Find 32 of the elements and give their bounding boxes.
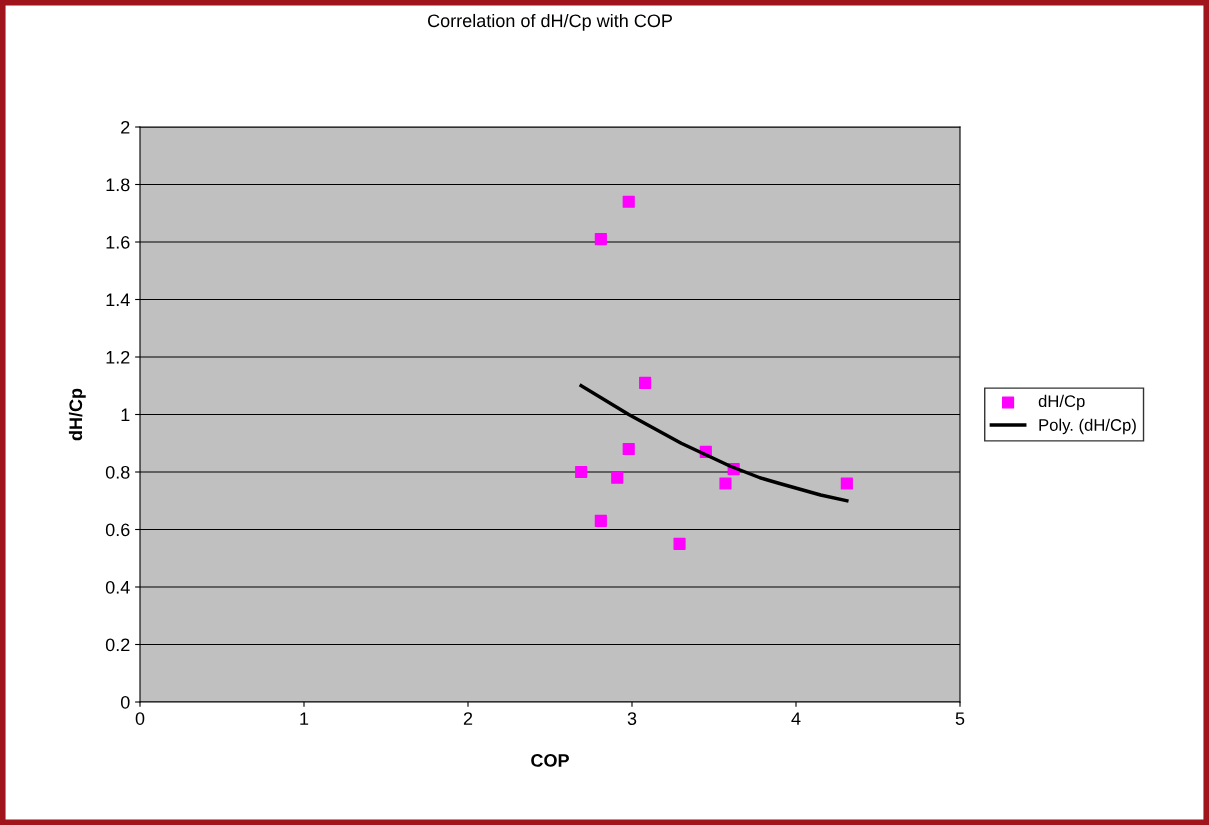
y-tick-label: 0 [120, 695, 130, 709]
point [594, 514, 607, 527]
point [575, 465, 588, 479]
chart-title: Correlation of dH/Cp with COP [428, 13, 672, 31]
y-tick-label: 1 [121, 408, 130, 422]
point [594, 233, 607, 246]
x-tick-label: 3 [627, 712, 637, 725]
point [622, 442, 635, 456]
point [622, 195, 635, 208]
point [719, 477, 732, 490]
y-tick-label: 0.6 [105, 523, 130, 537]
x-tick-label: 1 [300, 712, 309, 725]
legend-label: Poly. (dH/Cp) [1039, 418, 1136, 435]
y-tick-label: 1.4 [106, 293, 130, 307]
y-tick-label: 1.2 [106, 350, 130, 364]
point [840, 477, 853, 490]
y-tick-label: 0.2 [105, 638, 130, 652]
y-tick-label: 2 [121, 120, 130, 134]
x-tick-label: 4 [791, 712, 801, 725]
point [639, 376, 652, 389]
x-tick-label: 0 [135, 712, 145, 725]
y-axis-title: dH/Cp [68, 388, 86, 441]
legend-label: dH/Cp [1038, 394, 1085, 411]
y-tick-label: 0.4 [105, 580, 130, 594]
y-tick-label: 1.6 [106, 235, 130, 249]
x-tick-label: 2 [463, 712, 473, 725]
x-axis-title: COP [531, 754, 569, 767]
point [611, 471, 624, 484]
y-tick-label: 0.8 [105, 465, 130, 479]
y-tick-label: 1.8 [106, 178, 130, 192]
point [673, 537, 686, 550]
x-tick-label: 5 [955, 712, 965, 725]
